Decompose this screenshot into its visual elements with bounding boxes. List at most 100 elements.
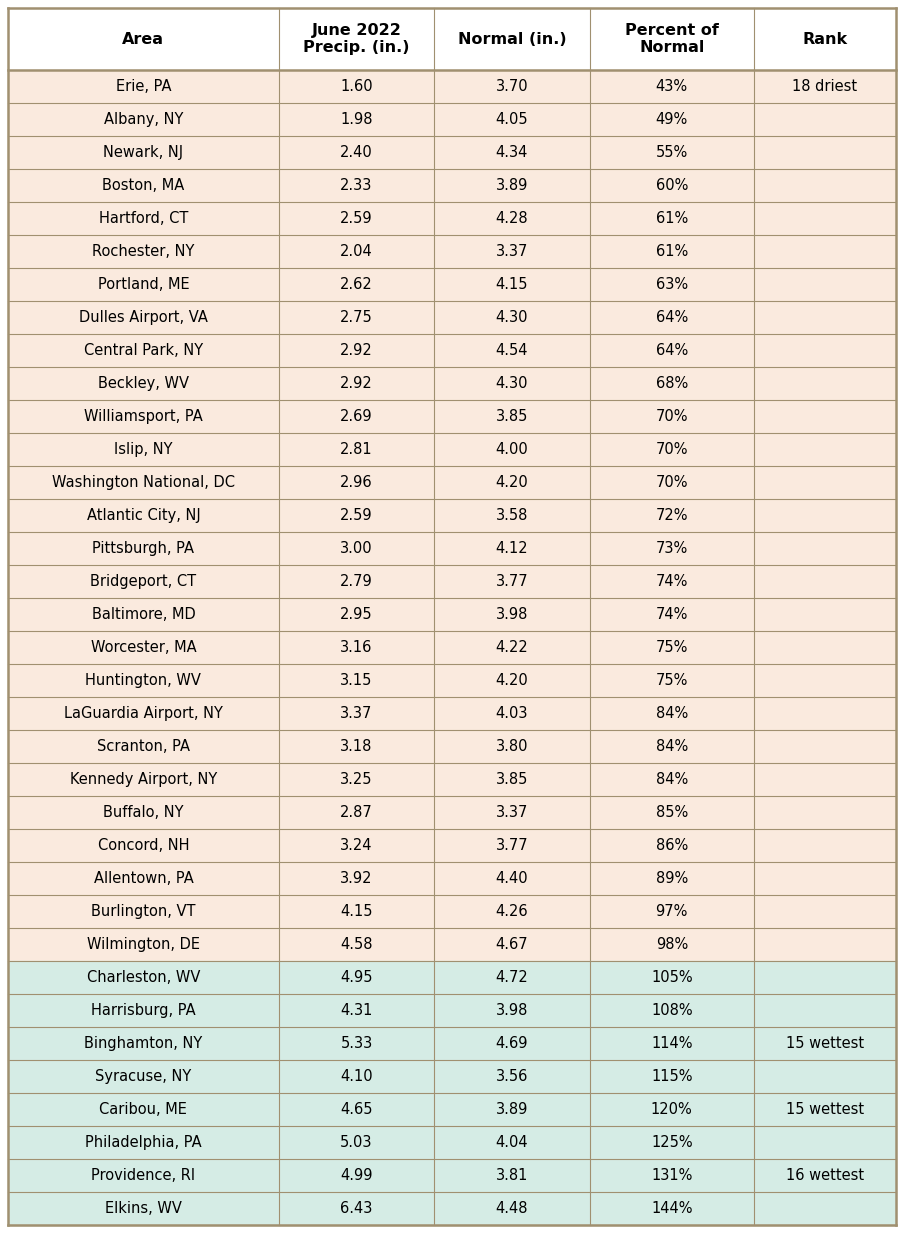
Text: 3.92: 3.92 — [340, 871, 372, 886]
Text: 3.89: 3.89 — [495, 1101, 527, 1118]
Text: 85%: 85% — [655, 805, 687, 820]
Text: 5.03: 5.03 — [340, 1135, 372, 1150]
Text: 4.72: 4.72 — [495, 970, 527, 985]
Text: June 2022
Precip. (in.): June 2022 Precip. (in.) — [303, 22, 409, 56]
Text: 3.77: 3.77 — [495, 574, 527, 589]
Text: 115%: 115% — [650, 1069, 692, 1084]
Text: 74%: 74% — [655, 574, 687, 589]
Text: Baltimore, MD: Baltimore, MD — [91, 607, 195, 622]
Text: 84%: 84% — [655, 738, 687, 755]
Text: 108%: 108% — [650, 1004, 692, 1018]
Text: 18 driest: 18 driest — [792, 79, 857, 94]
Text: 61%: 61% — [655, 211, 687, 225]
Text: 84%: 84% — [655, 706, 687, 721]
Text: 4.28: 4.28 — [495, 211, 527, 225]
Text: 74%: 74% — [655, 607, 687, 622]
Text: 64%: 64% — [655, 310, 687, 325]
Text: 60%: 60% — [655, 178, 687, 193]
Text: Area: Area — [122, 31, 164, 47]
Text: Albany, NY: Albany, NY — [104, 112, 183, 128]
Text: Percent of
Normal: Percent of Normal — [624, 22, 718, 56]
Text: 89%: 89% — [655, 871, 687, 886]
Text: 70%: 70% — [655, 475, 687, 489]
Text: 120%: 120% — [650, 1101, 692, 1118]
Text: 4.12: 4.12 — [495, 541, 527, 556]
Text: Harrisburg, PA: Harrisburg, PA — [91, 1004, 196, 1018]
Text: Philadelphia, PA: Philadelphia, PA — [85, 1135, 201, 1150]
Text: Burlington, VT: Burlington, VT — [91, 904, 195, 919]
Text: 3.37: 3.37 — [495, 805, 527, 820]
Text: 4.05: 4.05 — [495, 112, 527, 128]
Text: Charleston, WV: Charleston, WV — [87, 970, 200, 985]
Text: 125%: 125% — [650, 1135, 692, 1150]
Text: Central Park, NY: Central Park, NY — [84, 343, 203, 358]
Text: 2.04: 2.04 — [340, 244, 373, 259]
Text: 3.70: 3.70 — [495, 79, 527, 94]
Text: Concord, NH: Concord, NH — [98, 838, 189, 852]
Text: 75%: 75% — [655, 673, 687, 688]
Text: 70%: 70% — [655, 409, 687, 424]
Text: 2.95: 2.95 — [340, 607, 372, 622]
Text: 105%: 105% — [650, 970, 692, 985]
Text: Wilmington, DE: Wilmington, DE — [87, 937, 200, 952]
Text: Buffalo, NY: Buffalo, NY — [103, 805, 183, 820]
Text: Beckley, WV: Beckley, WV — [98, 375, 189, 392]
Text: 3.85: 3.85 — [495, 772, 527, 787]
Text: 1.60: 1.60 — [340, 79, 372, 94]
Text: 3.15: 3.15 — [340, 673, 372, 688]
Text: 61%: 61% — [655, 244, 687, 259]
Text: 4.48: 4.48 — [495, 1201, 527, 1215]
Text: 3.56: 3.56 — [495, 1069, 527, 1084]
Text: 75%: 75% — [655, 641, 687, 655]
Text: 3.58: 3.58 — [495, 508, 527, 523]
Text: Providence, RI: Providence, RI — [91, 1168, 195, 1183]
Text: 73%: 73% — [655, 541, 687, 556]
Text: 4.34: 4.34 — [495, 145, 527, 160]
Text: 4.67: 4.67 — [495, 937, 527, 952]
Text: Pittsburgh, PA: Pittsburgh, PA — [92, 541, 194, 556]
Text: 1.98: 1.98 — [340, 112, 372, 128]
Text: 4.20: 4.20 — [495, 475, 527, 489]
Text: 114%: 114% — [650, 1036, 692, 1051]
Text: 3.85: 3.85 — [495, 409, 527, 424]
Text: 4.30: 4.30 — [495, 310, 527, 325]
Text: 49%: 49% — [655, 112, 687, 128]
Text: Scranton, PA: Scranton, PA — [97, 738, 190, 755]
Text: Huntington, WV: Huntington, WV — [86, 673, 201, 688]
Text: 2.33: 2.33 — [340, 178, 372, 193]
Text: 64%: 64% — [655, 343, 687, 358]
Text: 97%: 97% — [655, 904, 687, 919]
Text: 4.00: 4.00 — [495, 442, 527, 457]
Text: 3.00: 3.00 — [340, 541, 372, 556]
Text: Elkins, WV: Elkins, WV — [105, 1201, 182, 1215]
Text: 2.75: 2.75 — [340, 310, 373, 325]
Text: 3.98: 3.98 — [495, 607, 527, 622]
Text: Binghamton, NY: Binghamton, NY — [84, 1036, 202, 1051]
Text: Rank: Rank — [802, 31, 847, 47]
Text: 2.92: 2.92 — [340, 343, 373, 358]
Text: 70%: 70% — [655, 442, 687, 457]
Text: Boston, MA: Boston, MA — [102, 178, 184, 193]
Text: 6.43: 6.43 — [340, 1201, 372, 1215]
Text: 16 wettest: 16 wettest — [785, 1168, 863, 1183]
Text: 4.99: 4.99 — [340, 1168, 372, 1183]
Text: Caribou, ME: Caribou, ME — [99, 1101, 187, 1118]
Text: 2.96: 2.96 — [340, 475, 372, 489]
Text: 72%: 72% — [655, 508, 687, 523]
Text: Atlantic City, NJ: Atlantic City, NJ — [87, 508, 200, 523]
Text: 2.59: 2.59 — [340, 211, 372, 225]
Text: 98%: 98% — [655, 937, 687, 952]
Text: 2.92: 2.92 — [340, 375, 373, 392]
Text: 4.10: 4.10 — [340, 1069, 372, 1084]
Text: 4.30: 4.30 — [495, 375, 527, 392]
Text: 2.59: 2.59 — [340, 508, 372, 523]
Text: 3.98: 3.98 — [495, 1004, 527, 1018]
Text: 3.18: 3.18 — [340, 738, 372, 755]
Text: 86%: 86% — [655, 838, 687, 852]
Text: 4.69: 4.69 — [495, 1036, 527, 1051]
Text: Rochester, NY: Rochester, NY — [92, 244, 194, 259]
Text: 2.81: 2.81 — [340, 442, 372, 457]
Text: 3.81: 3.81 — [495, 1168, 527, 1183]
Text: Dulles Airport, VA: Dulles Airport, VA — [79, 310, 208, 325]
Text: 4.20: 4.20 — [495, 673, 527, 688]
